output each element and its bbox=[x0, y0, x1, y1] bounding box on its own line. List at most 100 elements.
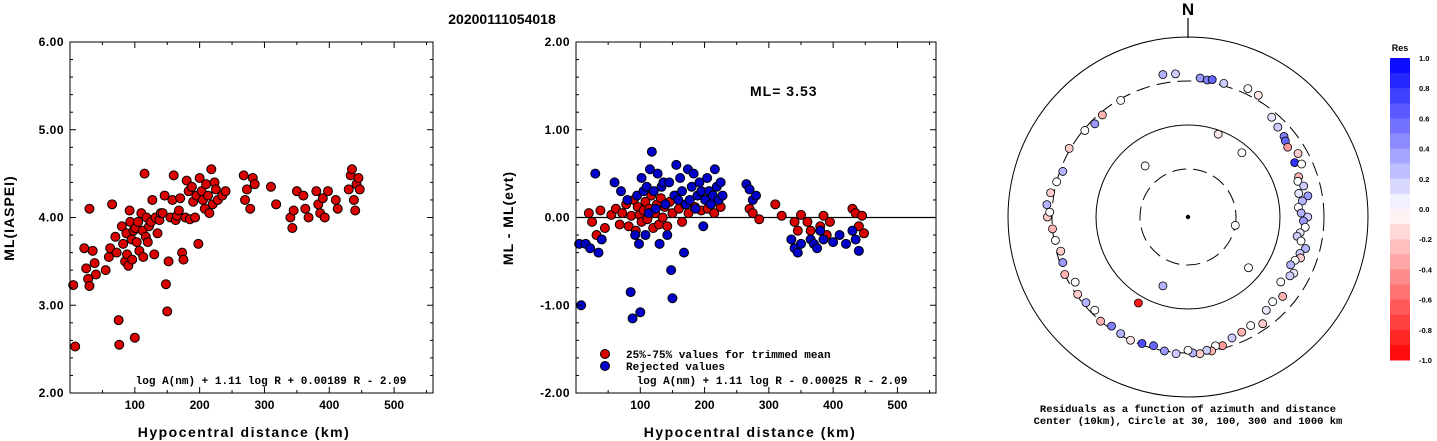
legend-rejected-marker bbox=[600, 361, 610, 371]
chart2-point bbox=[595, 205, 606, 216]
chart2-point bbox=[650, 203, 661, 214]
chart1-point bbox=[114, 339, 125, 350]
chart1-point bbox=[245, 203, 256, 214]
chart2-point bbox=[617, 208, 628, 219]
polar-point bbox=[1195, 349, 1205, 359]
chart1-ytick-label: 2.00 bbox=[39, 386, 64, 400]
polar-point bbox=[1080, 126, 1090, 135]
colorbar-tick-label: 0.4 bbox=[1419, 145, 1430, 154]
polar-point bbox=[1285, 271, 1295, 281]
chart1-point bbox=[190, 212, 201, 223]
chart1-point bbox=[249, 179, 260, 190]
chart2-xtick-label: 400 bbox=[823, 398, 843, 412]
epicenter-marker bbox=[1185, 214, 1191, 220]
chart1-point bbox=[110, 231, 121, 242]
chart2-xtick-label: 200 bbox=[695, 398, 715, 412]
polar-point bbox=[1070, 277, 1080, 287]
chart1-point bbox=[206, 164, 217, 175]
chart2-ytick-label: -2.00 bbox=[540, 386, 570, 400]
chart2-point bbox=[644, 164, 655, 175]
chart1-point bbox=[133, 216, 144, 227]
chart2-point bbox=[828, 237, 839, 248]
chart1-point bbox=[210, 184, 221, 195]
colorbar-cell bbox=[1390, 193, 1410, 210]
polar-point bbox=[1230, 220, 1240, 230]
chart2-point bbox=[709, 164, 720, 175]
chart2-point bbox=[590, 168, 601, 179]
polar-point bbox=[1227, 333, 1237, 343]
chart1-points bbox=[68, 164, 365, 352]
chart1-point bbox=[238, 170, 249, 181]
chart1-point bbox=[84, 280, 95, 291]
polar-point bbox=[1051, 235, 1060, 245]
chart1-point bbox=[353, 173, 364, 184]
chart2-point bbox=[709, 208, 720, 219]
chart1-ytick-label: 5.00 bbox=[39, 123, 64, 137]
polar-point bbox=[1073, 289, 1083, 299]
chart1-point bbox=[220, 186, 231, 197]
chart1-point bbox=[100, 265, 111, 276]
chart2-point bbox=[684, 194, 695, 205]
chart2-point bbox=[675, 173, 686, 184]
polar-point bbox=[1140, 161, 1150, 171]
polar-point bbox=[1296, 236, 1306, 246]
chart2-point bbox=[818, 234, 829, 245]
polar-point bbox=[1237, 327, 1247, 337]
colorbar-tick-label: -0.6 bbox=[1419, 296, 1432, 305]
polar-point bbox=[1097, 110, 1107, 120]
colorbar-cell bbox=[1390, 88, 1410, 104]
chart1-point bbox=[201, 179, 212, 190]
chart2-point bbox=[641, 181, 652, 192]
chart1-point bbox=[350, 205, 361, 216]
chart1-ylabel: ML(IASPEI) bbox=[1, 175, 17, 260]
chart2-point bbox=[796, 209, 806, 220]
polar-point bbox=[1253, 90, 1263, 100]
chart2-point bbox=[660, 199, 671, 210]
chart1-point bbox=[147, 194, 158, 205]
polar-point bbox=[1060, 270, 1070, 279]
figure-title: 20200111054018 bbox=[448, 11, 556, 27]
chart2-point bbox=[841, 238, 851, 249]
chart1-point bbox=[138, 251, 149, 262]
colorbar-tick-label: 0.2 bbox=[1419, 175, 1429, 184]
chart1-point bbox=[298, 190, 309, 201]
polar-caption-line2: Center (10km), Circle at 30, 100, 300 an… bbox=[1034, 416, 1343, 428]
ml-vs-distance-chart: 2.00 3.00 4.00 5.00 6.00 100 200 300 400 500 ML(… bbox=[1, 35, 434, 440]
chart1-point bbox=[89, 258, 100, 269]
chart1-point bbox=[303, 212, 314, 223]
polar-point bbox=[1158, 281, 1168, 291]
chart2-ytick-label: 1.00 bbox=[545, 123, 570, 137]
legend-rejected-label: Rejected values bbox=[626, 362, 725, 374]
chart2-point bbox=[812, 243, 823, 254]
chart2-point bbox=[818, 210, 829, 221]
chart2-point bbox=[625, 287, 636, 298]
colorbar-cell bbox=[1390, 133, 1410, 150]
polar-point bbox=[1171, 69, 1180, 79]
chart1-point bbox=[127, 254, 138, 265]
chart1-point bbox=[317, 193, 328, 204]
colorbar-tick-label: 0.8 bbox=[1419, 84, 1429, 93]
chart1-point bbox=[116, 221, 127, 232]
colorbar-cell bbox=[1390, 314, 1410, 331]
chart1-point bbox=[193, 238, 204, 249]
polar-point bbox=[1267, 112, 1277, 122]
chart1-xtick-label: 200 bbox=[190, 398, 210, 412]
chart2-point bbox=[662, 230, 673, 241]
azimuth-residual-map: N Residuals as a function of azimuth and… bbox=[1007, 0, 1369, 428]
chart1-ytick-label: 3.00 bbox=[39, 298, 64, 312]
chart2-point bbox=[834, 230, 845, 241]
colorbar-cell bbox=[1390, 299, 1410, 316]
chart2-point bbox=[634, 238, 644, 249]
chart2-xlabel: Hypocentral distance (km) bbox=[644, 424, 857, 440]
polar-point bbox=[1213, 129, 1223, 139]
chart1-point bbox=[113, 315, 124, 326]
colorbar-cell bbox=[1390, 73, 1410, 89]
colorbar-cell bbox=[1390, 329, 1410, 346]
colorbar-tick-label: -0.4 bbox=[1419, 265, 1433, 274]
chart1-point bbox=[162, 306, 173, 317]
chart2-point bbox=[789, 216, 800, 227]
chart2-point bbox=[599, 223, 610, 234]
chart2-point bbox=[747, 208, 758, 219]
chart1-point bbox=[330, 194, 341, 205]
polar-point bbox=[1056, 246, 1066, 256]
